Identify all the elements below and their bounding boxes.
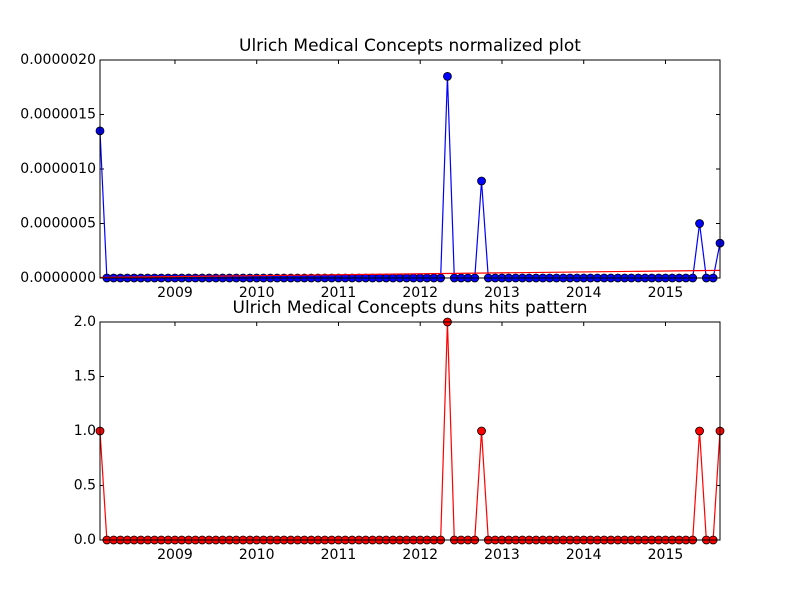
y-tick-label: 0.0 xyxy=(74,532,96,548)
x-tick-label: 2013 xyxy=(484,285,520,301)
y-tick-label: 0.5 xyxy=(74,478,96,494)
y-tick-label: 1.0 xyxy=(74,423,96,439)
point xyxy=(443,71,452,81)
y-tick-label: 0.0000000 xyxy=(20,270,96,286)
axes-frame xyxy=(99,59,721,279)
chart-title: Ulrich Medical Concepts duns hits patter… xyxy=(233,298,588,318)
x-tick-label: 2012 xyxy=(402,285,438,301)
point xyxy=(695,219,704,228)
x-tick-label: 2014 xyxy=(566,285,602,301)
y-tick-label: 0.0000015 xyxy=(20,107,96,123)
x-tick-label: 2011 xyxy=(321,285,357,301)
x-tick-label: 2012 xyxy=(402,547,438,563)
point xyxy=(477,426,486,436)
y-tick-label: 2.0 xyxy=(74,314,96,330)
y-tick-label: 0.0000010 xyxy=(20,161,96,177)
x-tick-label: 2015 xyxy=(648,547,684,563)
x-tick-label: 2010 xyxy=(239,547,275,563)
x-tick-label: 2010 xyxy=(239,285,275,301)
chart-title: Ulrich Medical Concepts normalized plot xyxy=(239,36,581,56)
x-tick-label: 2009 xyxy=(157,285,193,301)
x-tick-label: 2013 xyxy=(484,547,520,563)
series-line xyxy=(99,76,721,279)
series-line xyxy=(99,321,721,541)
x-tick-label: 2014 xyxy=(566,547,602,563)
x-tick-label: 2009 xyxy=(157,547,193,563)
x-tick-label: 2011 xyxy=(321,547,357,563)
point xyxy=(695,426,704,436)
point xyxy=(477,176,486,186)
x-tick-label: 2015 xyxy=(648,285,684,301)
y-tick-label: 1.5 xyxy=(74,369,96,385)
y-tick-label: 0.0000005 xyxy=(20,216,96,232)
axes-frame xyxy=(99,321,721,541)
series-line xyxy=(99,269,721,279)
y-tick-label: 0.0000020 xyxy=(20,52,96,68)
